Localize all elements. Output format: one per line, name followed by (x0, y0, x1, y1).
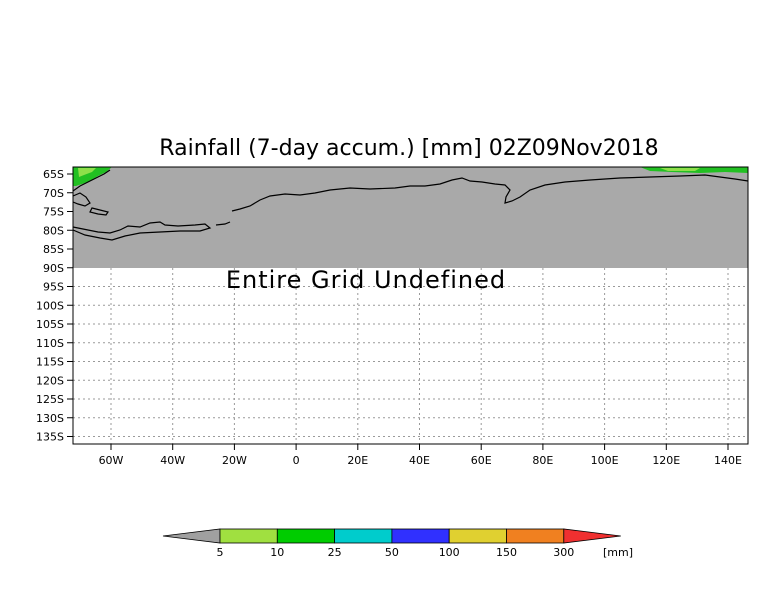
lon-tick-label: 140E (714, 454, 742, 467)
lat-tick-label: 125S (36, 393, 64, 406)
colorbar-swatch (506, 528, 565, 544)
grid-lines (73, 268, 748, 444)
colorbar-underflow (162, 528, 221, 544)
lon-tick-label: 40W (160, 454, 185, 467)
rain-patch-west-light (78, 168, 96, 177)
coastline (72, 169, 749, 241)
colorbar-swatch (448, 528, 507, 544)
lat-tick-label: 95S (43, 281, 64, 294)
undefined-message: Entire Grid Undefined (226, 266, 506, 294)
lon-tick-label: 20W (222, 454, 247, 467)
lon-tick-label: 20E (347, 454, 368, 467)
lat-tick-label: 90S (43, 262, 64, 275)
colorbar-unit: [mm] (603, 546, 633, 559)
longitude-axis: 60W 40W 20W 0 20E 40E 60E 80E 100E 120E 140E (99, 444, 742, 467)
plot-area (72, 166, 749, 445)
rain-patch-east-light (660, 168, 700, 171)
lon-tick-label: 0 (293, 454, 300, 467)
colorbar-label: 5 (217, 546, 224, 559)
lat-tick-label: 130S (36, 412, 64, 425)
lat-tick-label: 120S (36, 374, 64, 387)
colorbar-swatch (276, 528, 335, 544)
colorbar-swatch (334, 528, 393, 544)
map-title: Rainfall (7-day accum.) [mm] 02Z09Nov201… (159, 136, 658, 161)
lon-tick-label: 100E (591, 454, 619, 467)
lat-tick-label: 110S (36, 337, 64, 350)
lon-tick-label: 80E (532, 454, 553, 467)
lat-tick-label: 70S (43, 187, 64, 200)
colorbar-label: 150 (496, 546, 517, 559)
colorbar-label: 10 (270, 546, 284, 559)
lat-tick-label: 115S (36, 356, 64, 369)
lon-tick-label: 40E (409, 454, 430, 467)
lat-tick-label: 85S (43, 243, 64, 256)
latitude-axis: 65S 70S 75S 80S 85S 90S 95S 100S 105S 110S 115S 120… (36, 168, 73, 444)
colorbar-label: 50 (385, 546, 399, 559)
lat-tick-label: 75S (43, 206, 64, 219)
lon-tick-label: 60E (471, 454, 492, 467)
colorbar-swatch (219, 528, 278, 544)
colorbar-label: 300 (553, 546, 574, 559)
lat-tick-label: 80S (43, 224, 64, 237)
undefined-region (73, 167, 748, 268)
colorbar: 5 10 25 50 100 150 300 [mm] (162, 528, 633, 559)
lat-tick-label: 135S (36, 431, 64, 444)
colorbar-label: 25 (328, 546, 342, 559)
colorbar-swatch (391, 528, 450, 544)
lon-tick-label: 120E (652, 454, 680, 467)
colorbar-overflow (563, 528, 621, 544)
lat-tick-label: 65S (43, 168, 64, 181)
lat-tick-label: 100S (36, 299, 64, 312)
lon-tick-label: 60W (99, 454, 124, 467)
colorbar-label: 100 (439, 546, 460, 559)
lat-tick-label: 105S (36, 318, 64, 331)
